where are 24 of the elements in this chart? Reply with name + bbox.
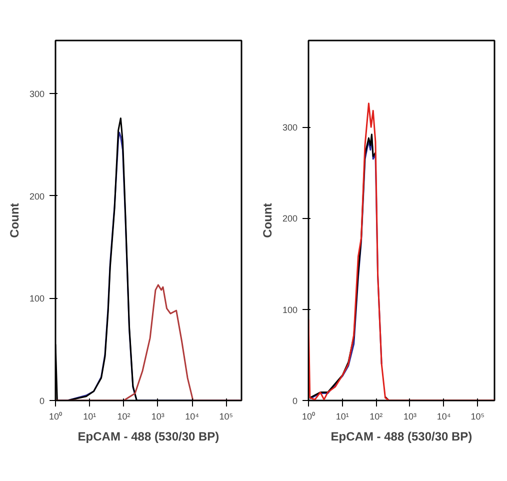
x-tick-label: 10⁰ — [302, 412, 316, 422]
x-tick-label: 10³ — [403, 412, 416, 422]
x-tick-label: 10⁵ — [219, 412, 234, 422]
y-tick-label: 200 — [282, 214, 298, 224]
x-axis-title: EpCAM - 488 (530/30 BP) — [78, 430, 220, 444]
x-tick-label: 10¹ — [83, 412, 96, 422]
x-tick-label: 10⁵ — [470, 412, 485, 422]
y-tick-label: 200 — [29, 191, 45, 202]
y-tick-label: 100 — [29, 294, 45, 304]
y-tick-label: 300 — [282, 122, 298, 133]
y-tick-label: 300 — [29, 89, 45, 100]
x-tick-label: 10⁰ — [48, 412, 62, 422]
x-axis-title: EpCAM - 488 (530/30 BP) — [330, 430, 472, 444]
x-tick-label: 10² — [117, 412, 130, 422]
y-tick-label: 0 — [292, 396, 298, 406]
y-axis-title: Count — [7, 203, 22, 238]
y-axis-title: Count — [260, 203, 274, 238]
x-tick-label: 10⁴ — [185, 412, 200, 422]
y-tick-label: 0 — [39, 396, 45, 406]
x-tick-label: 10² — [370, 412, 383, 422]
y-tick-label: 100 — [282, 304, 298, 315]
x-tick-label: 10³ — [151, 412, 164, 422]
x-tick-label: 10¹ — [336, 412, 349, 422]
x-tick-label: 10⁴ — [436, 412, 451, 422]
